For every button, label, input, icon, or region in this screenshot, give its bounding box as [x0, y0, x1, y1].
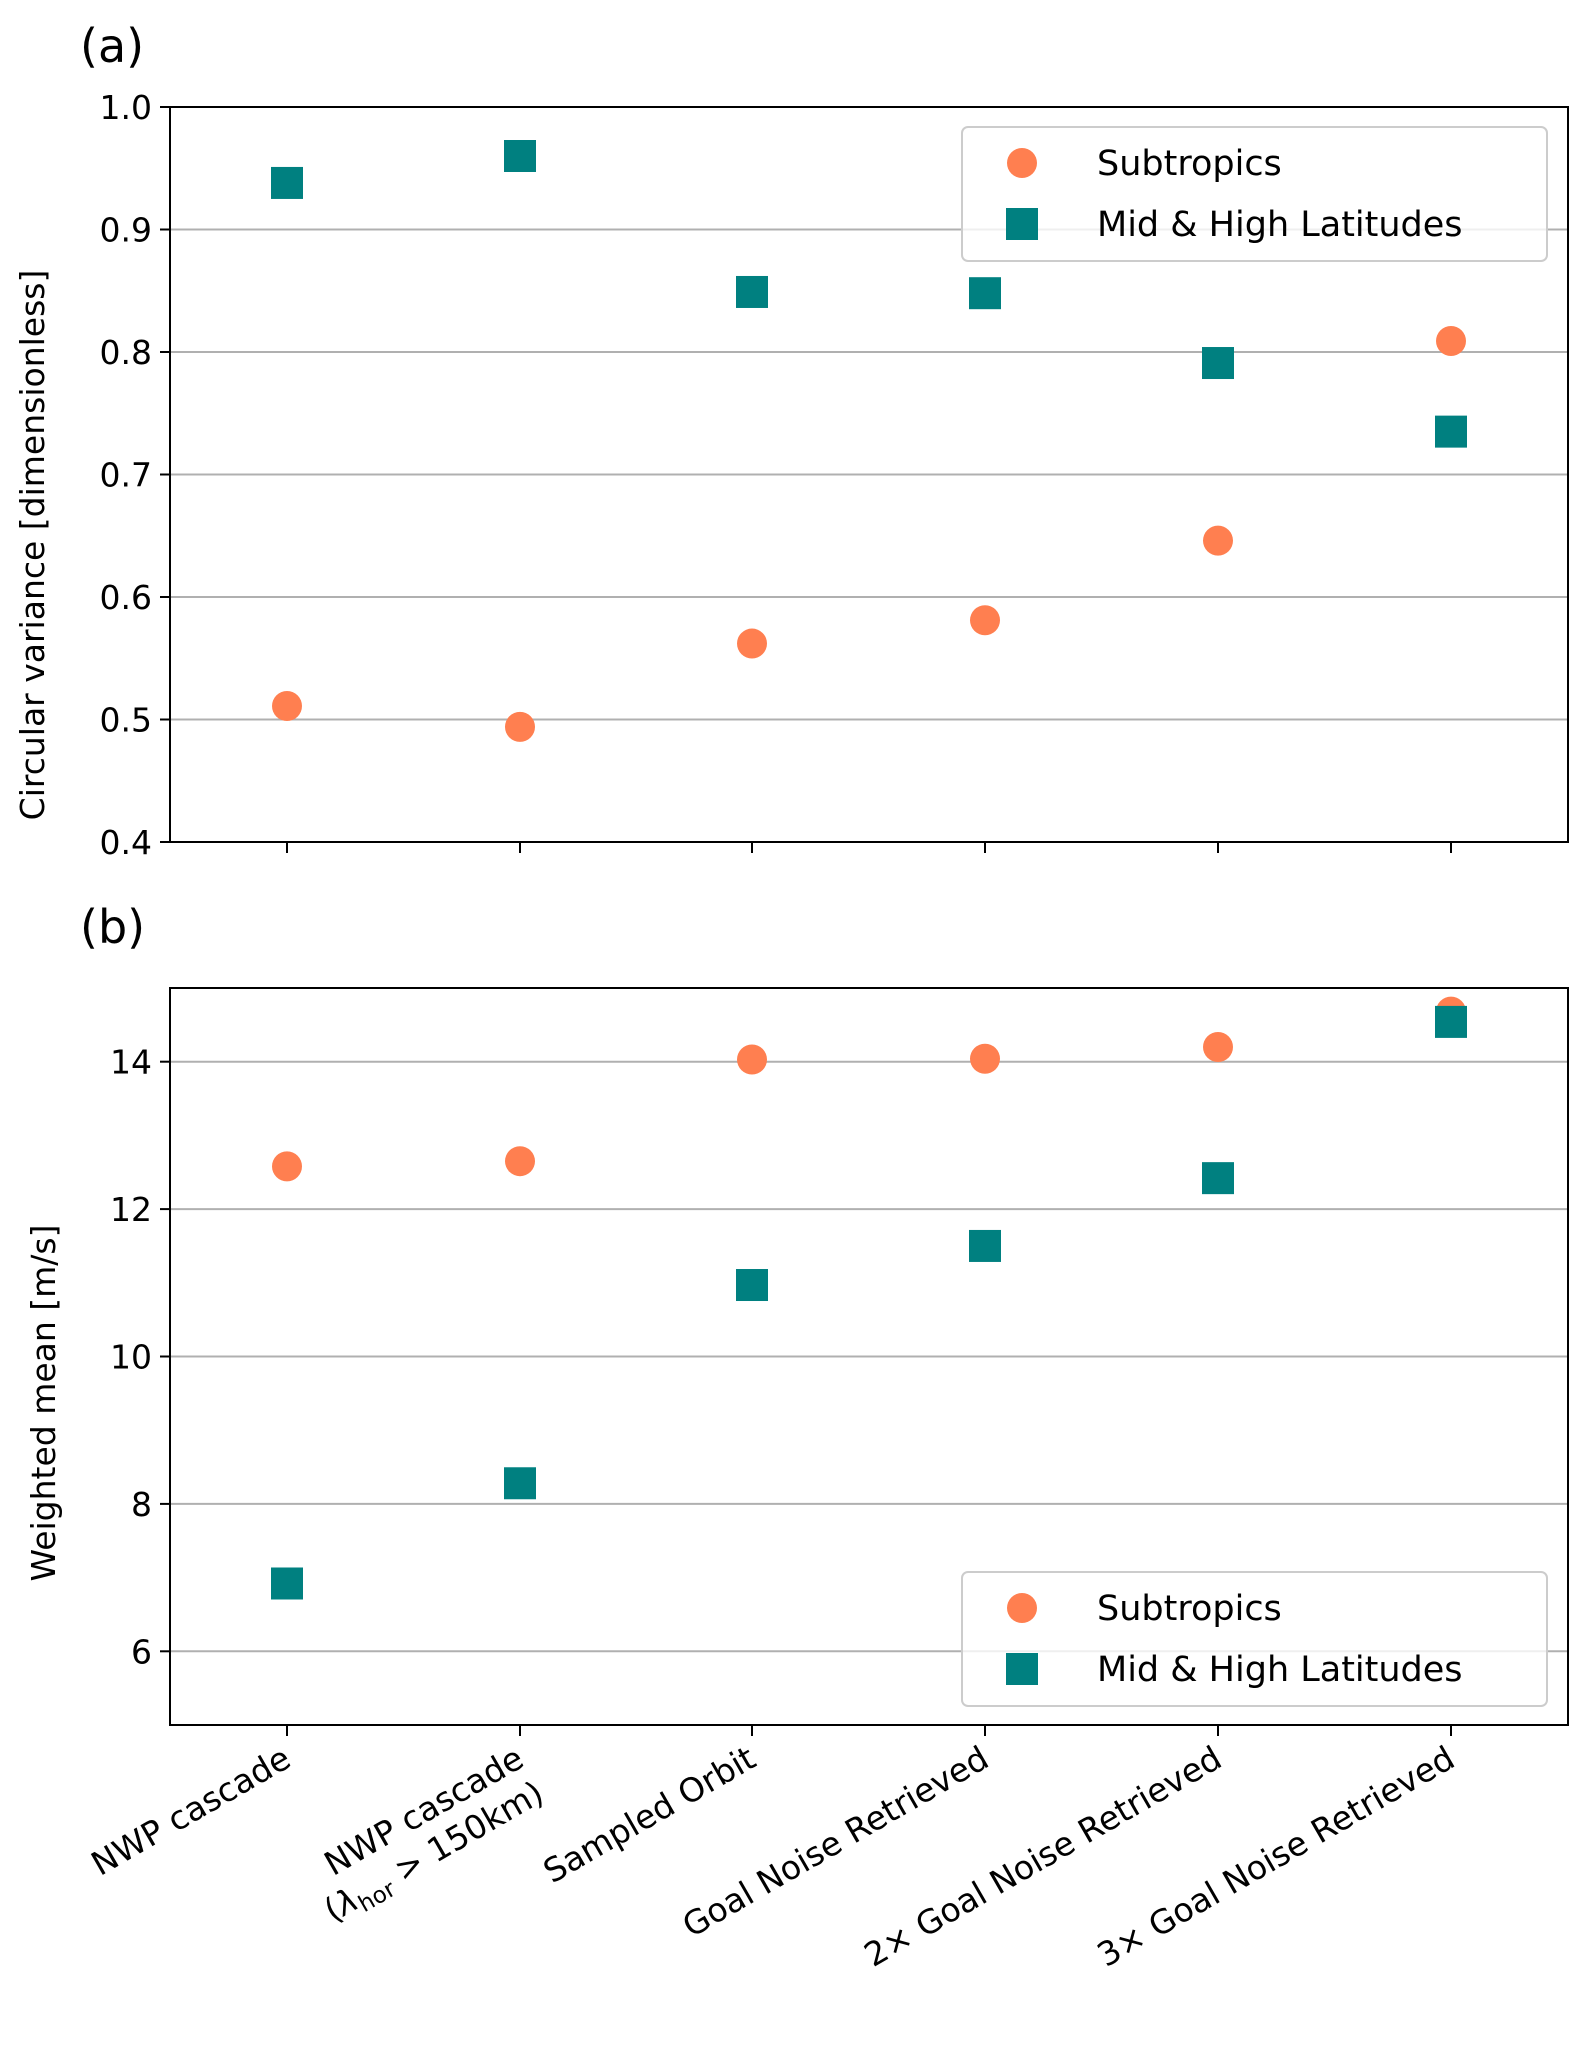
y-tick-label: 14 — [110, 1043, 152, 1082]
subtropics-point — [272, 1151, 302, 1182]
legend-label: Mid & High Latitudes — [1097, 205, 1463, 245]
subtropics-point — [970, 605, 1000, 636]
legend-marker-mid-high-latitudes — [1006, 1653, 1038, 1685]
category-labels: NWP cascade NWP cascade(λhor > 150km)Samp… — [84, 1738, 1461, 1974]
panel-a-marks — [271, 140, 1467, 742]
subtropics-point — [505, 1146, 535, 1177]
panel-a-x-axis — [286, 842, 1452, 853]
subtropics-point — [737, 1044, 767, 1075]
subtropics-point — [272, 691, 302, 722]
y-tick-label: 0.5 — [100, 701, 152, 740]
y-tick-label: 8 — [131, 1485, 152, 1524]
y-tick-label: 0.8 — [100, 333, 152, 372]
legend-box — [961, 1571, 1548, 1707]
panel-b-marks — [271, 996, 1467, 1600]
panel-b-grid — [170, 1060, 1568, 1653]
panel-a-frame — [169, 106, 1569, 843]
subtropics-point — [970, 1043, 1000, 1074]
panel-b-legend: Subtropics Mid & High Latitudes — [961, 1571, 1548, 1707]
panel-a: (a) 0.4 0.5 0.6 0.7 0.8 0.9 1.0 Circular varia… — [13, 19, 1569, 862]
y-tick-label: 0.6 — [100, 578, 152, 617]
legend-label: Mid & High Latitudes — [1097, 1650, 1463, 1690]
y-tick-label: 10 — [110, 1338, 152, 1377]
mid-high-latitudes-point — [1435, 415, 1467, 448]
x-category-label-text: Sampled Orbit — [537, 1738, 762, 1891]
mid-high-latitudes-point — [271, 1567, 303, 1600]
legend-marker-subtropics — [1007, 1593, 1037, 1623]
panel-b-x-axis — [286, 1725, 1452, 1736]
mid-high-latitudes-point — [271, 166, 303, 199]
subtropics-point — [1203, 525, 1233, 556]
x-category-label: Sampled Orbit — [537, 1738, 762, 1891]
y-tick-label: 0.9 — [100, 211, 152, 250]
mid-high-latitudes-point — [1202, 1162, 1234, 1195]
legend-marker-mid-high-latitudes — [1006, 208, 1038, 240]
panel-a-legend: Subtropics Mid & High Latitudes — [961, 126, 1548, 262]
mid-high-latitudes-point — [969, 1229, 1001, 1262]
legend-marker-subtropics — [1007, 148, 1037, 178]
y-tick-label: 0.7 — [100, 456, 152, 495]
legend-box — [961, 126, 1548, 262]
panel-b-y-axis: 6 8 10 12 14 — [110, 1043, 170, 1671]
x-category-label: NWP cascade(λhor > 150km) — [317, 1738, 550, 1930]
mid-high-latitudes-point — [504, 140, 536, 172]
mid-high-latitudes-point — [736, 1269, 768, 1302]
subtropics-point — [1436, 325, 1466, 356]
mid-high-latitudes-point — [504, 1467, 536, 1500]
x-category-label: NWP cascade — [84, 1738, 297, 1883]
panel-b-label: (b) — [80, 900, 145, 954]
y-tick-label: 0.4 — [100, 823, 152, 862]
panel-b: (b) 6 8 10 12 14 Weighted mean [m/s] Subtrop… — [24, 900, 1569, 1736]
legend-label: Subtropics — [1097, 144, 1282, 184]
panel-b-y-axis-label: Weighted mean [m/s] — [24, 1225, 63, 1582]
mid-high-latitudes-point — [969, 277, 1001, 310]
subtropics-point — [737, 628, 767, 659]
mid-high-latitudes-point — [1435, 1005, 1467, 1038]
panel-a-y-axis: 0.4 0.5 0.6 0.7 0.8 0.9 1.0 — [100, 88, 170, 862]
y-tick-label: 12 — [110, 1190, 152, 1229]
y-tick-label: 1.0 — [100, 88, 152, 127]
panel-b-frame — [169, 987, 1569, 1726]
mid-high-latitudes-point — [1202, 347, 1234, 380]
y-tick-label: 6 — [131, 1632, 152, 1671]
legend-label: Subtropics — [1097, 1589, 1282, 1629]
panel-a-grid — [170, 228, 1568, 721]
panel-a-y-axis-label: Circular variance [dimensionless] — [13, 270, 52, 821]
subtropics-point — [1203, 1031, 1233, 1062]
x-category-label-text: NWP cascade — [84, 1738, 297, 1883]
mid-high-latitudes-point — [736, 275, 768, 308]
subtropics-point — [505, 711, 535, 742]
panel-a-label: (a) — [80, 19, 144, 73]
